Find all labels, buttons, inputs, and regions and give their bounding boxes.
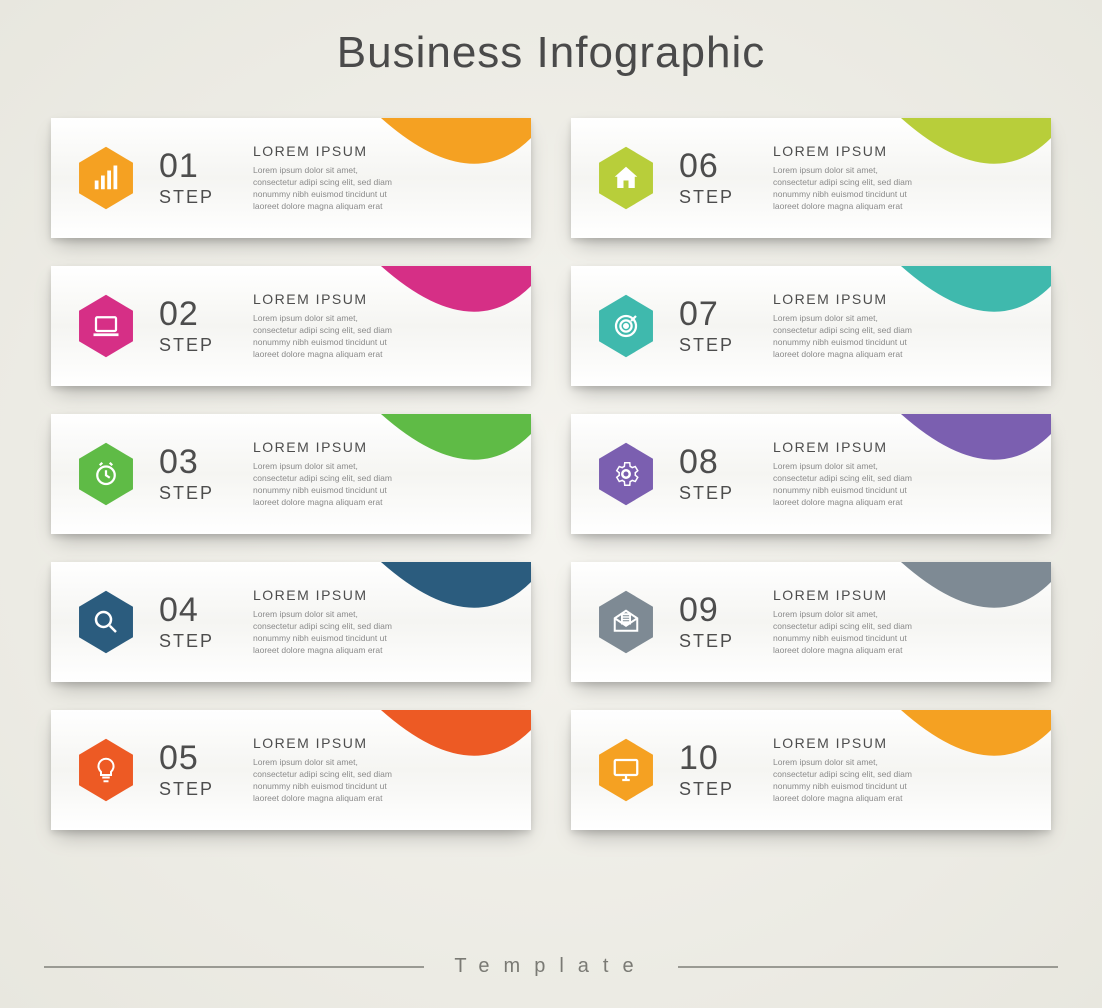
gear-icon	[597, 441, 655, 507]
step-body: Lorem ipsum dolor sit amet, consectetur …	[773, 757, 921, 805]
step-number: 10	[679, 741, 719, 775]
step-label: STEP	[679, 187, 734, 208]
step-number-block: 01 STEP	[159, 149, 239, 208]
step-body: Lorem ipsum dolor sit amet, consectetur …	[253, 609, 401, 657]
hex-icon-wrap	[71, 737, 141, 803]
corner-accent	[901, 562, 1051, 642]
step-body: Lorem ipsum dolor sit amet, consectetur …	[773, 165, 921, 213]
step-label: STEP	[159, 335, 214, 356]
corner-accent	[381, 266, 531, 346]
step-card: 09 STEP LOREM IPSUM Lorem ipsum dolor sit a…	[571, 562, 1051, 682]
bulb-icon	[77, 737, 135, 803]
hex-icon-wrap	[71, 441, 141, 507]
step-title: LOREM IPSUM	[773, 587, 921, 603]
corner-accent	[381, 118, 531, 198]
step-card: 03 STEP LOREM IPSUM Lorem ipsum dolor sit a…	[51, 414, 531, 534]
step-number-block: 09 STEP	[679, 593, 759, 652]
step-number-block: 05 STEP	[159, 741, 239, 800]
corner-accent	[381, 710, 531, 790]
footer-line-left	[44, 966, 424, 968]
step-number: 02	[159, 297, 199, 331]
columns-container: 01 STEP LOREM IPSUM Lorem ipsum dolor sit a…	[0, 118, 1102, 830]
step-number: 08	[679, 445, 719, 479]
step-title: LOREM IPSUM	[773, 439, 921, 455]
search-icon	[77, 589, 135, 655]
step-number: 05	[159, 741, 199, 775]
home-icon	[597, 145, 655, 211]
step-title: LOREM IPSUM	[253, 291, 401, 307]
step-title: LOREM IPSUM	[773, 143, 921, 159]
step-body: Lorem ipsum dolor sit amet, consectetur …	[253, 165, 401, 213]
corner-accent	[901, 266, 1051, 346]
step-number-block: 08 STEP	[679, 445, 759, 504]
step-title: LOREM IPSUM	[253, 439, 401, 455]
step-card: 10 STEP LOREM IPSUM Lorem ipsum dolor sit a…	[571, 710, 1051, 830]
step-card: 07 STEP LOREM IPSUM Lorem ipsum dolor sit a…	[571, 266, 1051, 386]
step-card: 06 STEP LOREM IPSUM Lorem ipsum dolor sit a…	[571, 118, 1051, 238]
hex-icon-wrap	[71, 293, 141, 359]
clock-icon	[77, 441, 135, 507]
step-number-block: 04 STEP	[159, 593, 239, 652]
step-number: 01	[159, 149, 199, 183]
footer-text: Template	[444, 955, 657, 978]
corner-accent	[381, 562, 531, 642]
step-number-block: 03 STEP	[159, 445, 239, 504]
step-body: Lorem ipsum dolor sit amet, consectetur …	[253, 461, 401, 509]
step-card: 05 STEP LOREM IPSUM Lorem ipsum dolor sit a…	[51, 710, 531, 830]
corner-accent	[381, 414, 531, 494]
step-title: LOREM IPSUM	[253, 587, 401, 603]
step-label: STEP	[679, 483, 734, 504]
step-number: 04	[159, 593, 199, 627]
step-card: 04 STEP LOREM IPSUM Lorem ipsum dolor sit a…	[51, 562, 531, 682]
column-left: 01 STEP LOREM IPSUM Lorem ipsum dolor sit a…	[51, 118, 531, 830]
hex-icon-wrap	[591, 737, 661, 803]
step-title: LOREM IPSUM	[253, 143, 401, 159]
step-label: STEP	[679, 335, 734, 356]
step-number-block: 10 STEP	[679, 741, 759, 800]
step-title: LOREM IPSUM	[773, 735, 921, 751]
step-body: Lorem ipsum dolor sit amet, consectetur …	[253, 757, 401, 805]
step-number: 06	[679, 149, 719, 183]
target-icon	[597, 293, 655, 359]
hex-icon-wrap	[71, 589, 141, 655]
hex-icon-wrap	[591, 441, 661, 507]
step-number: 09	[679, 593, 719, 627]
step-body: Lorem ipsum dolor sit amet, consectetur …	[773, 609, 921, 657]
step-title: LOREM IPSUM	[253, 735, 401, 751]
footer-line-right	[678, 966, 1058, 968]
step-body: Lorem ipsum dolor sit amet, consectetur …	[773, 461, 921, 509]
step-body: Lorem ipsum dolor sit amet, consectetur …	[253, 313, 401, 361]
step-card: 01 STEP LOREM IPSUM Lorem ipsum dolor sit a…	[51, 118, 531, 238]
step-card: 08 STEP LOREM IPSUM Lorem ipsum dolor sit a…	[571, 414, 1051, 534]
step-label: STEP	[159, 779, 214, 800]
column-right: 06 STEP LOREM IPSUM Lorem ipsum dolor sit a…	[571, 118, 1051, 830]
step-label: STEP	[679, 779, 734, 800]
step-label: STEP	[679, 631, 734, 652]
step-number: 03	[159, 445, 199, 479]
page-title: Business Infographic	[0, 28, 1102, 78]
monitor-icon	[597, 737, 655, 803]
hex-icon-wrap	[71, 145, 141, 211]
step-body: Lorem ipsum dolor sit amet, consectetur …	[773, 313, 921, 361]
step-label: STEP	[159, 631, 214, 652]
step-card: 02 STEP LOREM IPSUM Lorem ipsum dolor sit a…	[51, 266, 531, 386]
corner-accent	[901, 118, 1051, 198]
step-number-block: 06 STEP	[679, 149, 759, 208]
step-number: 07	[679, 297, 719, 331]
corner-accent	[901, 710, 1051, 790]
step-number-block: 07 STEP	[679, 297, 759, 356]
footer: Template	[0, 955, 1102, 978]
step-title: LOREM IPSUM	[773, 291, 921, 307]
step-number-block: 02 STEP	[159, 297, 239, 356]
hex-icon-wrap	[591, 589, 661, 655]
hex-icon-wrap	[591, 145, 661, 211]
corner-accent	[901, 414, 1051, 494]
step-label: STEP	[159, 187, 214, 208]
laptop-icon	[77, 293, 135, 359]
chart-icon	[77, 145, 135, 211]
mail-icon	[597, 589, 655, 655]
step-label: STEP	[159, 483, 214, 504]
hex-icon-wrap	[591, 293, 661, 359]
